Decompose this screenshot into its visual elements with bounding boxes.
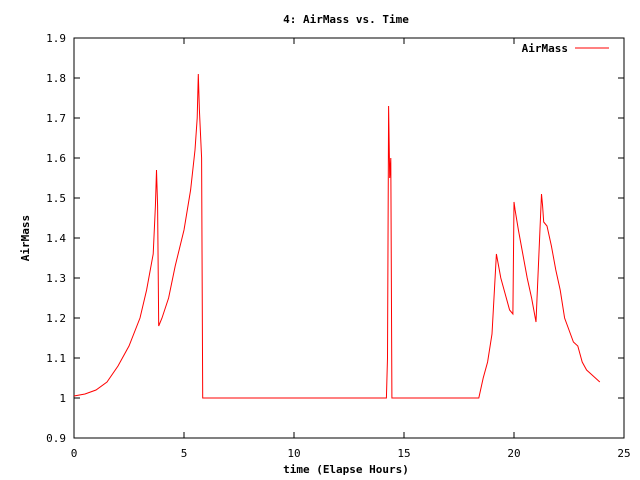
x-axis-ticks: 0 5 10 15 20 25 [71,38,631,460]
chart-title: 4: AirMass vs. Time [283,13,409,26]
x-tick-label: 20 [507,447,520,460]
y-axis-label: AirMass [19,215,32,261]
y-tick-label: 1.6 [46,152,66,165]
series-layer [73,73,601,399]
y-tick-label: 1.3 [46,272,66,285]
y-tick-label: 1 [59,392,66,405]
x-tick-label: 15 [397,447,410,460]
y-tick-label: 1.9 [46,32,66,45]
y-tick-label: 1.1 [46,352,66,365]
y-tick-label: 0.9 [46,432,66,445]
x-tick-label: 5 [181,447,188,460]
x-tick-label: 25 [617,447,630,460]
y-tick-label: 1.5 [46,192,66,205]
x-tick-label: 0 [71,447,78,460]
series-line-airmass [73,73,601,399]
y-tick-label: 1.2 [46,312,66,325]
y-tick-label: 1.4 [46,232,66,245]
x-axis-label: time (Elapse Hours) [283,463,409,476]
y-tick-label: 1.7 [46,112,66,125]
y-tick-label: 1.8 [46,72,66,85]
legend: AirMass [522,42,609,55]
legend-label-airmass: AirMass [522,42,568,55]
y-axis-ticks: 0.9 1 1.1 1.2 1.3 1.4 1.5 1.6 1.7 1.8 1.9 [46,32,624,445]
x-tick-label: 10 [287,447,300,460]
